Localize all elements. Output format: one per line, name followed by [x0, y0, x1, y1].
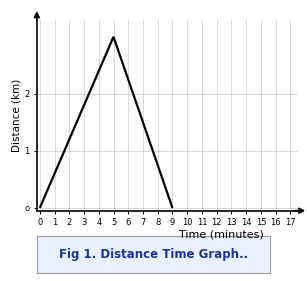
Text: Time (minutes): Time (minutes)	[179, 229, 263, 239]
Y-axis label: Distance (km): Distance (km)	[11, 79, 21, 152]
Text: Fig 1. Distance Time Graph..: Fig 1. Distance Time Graph..	[59, 248, 248, 261]
